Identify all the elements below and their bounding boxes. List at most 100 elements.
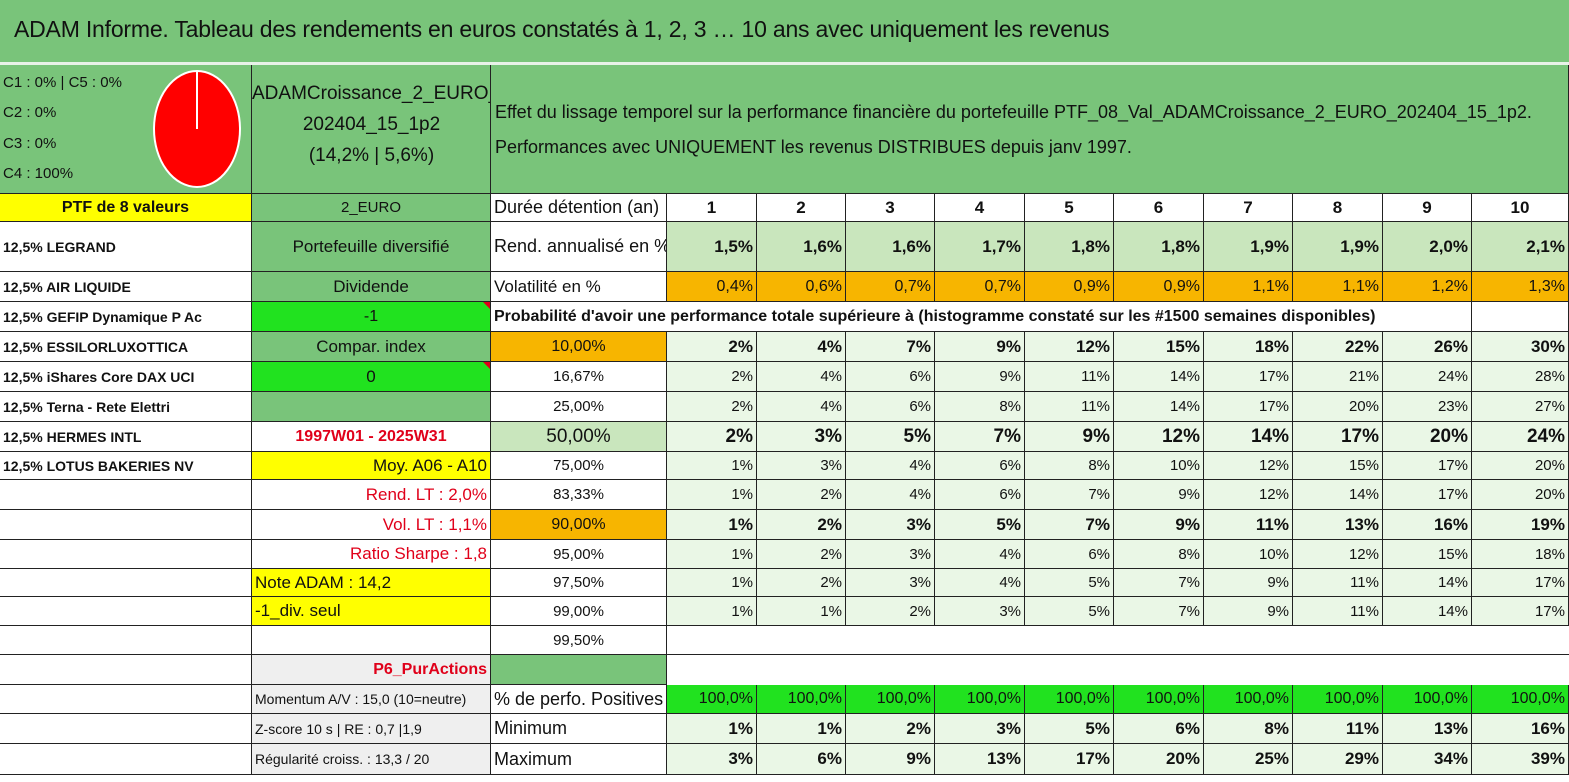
quantile-value: 12% (1204, 452, 1293, 480)
maximum-value: 17% (1025, 744, 1114, 775)
empty-cell (0, 714, 252, 744)
zero-value: 0 (252, 362, 491, 392)
quantile-value: 4% (846, 452, 935, 480)
maximum-value: 3% (667, 744, 757, 775)
holding-name: 12,5% ESSILORLUXOTTICA (0, 332, 252, 362)
moy-label: Moy. A06 - A10 (252, 452, 491, 480)
quantile-value: 4% (757, 332, 846, 362)
quantile-value: 9% (935, 362, 1025, 392)
holding-name: 12,5% iShares Core DAX UCI (0, 362, 252, 392)
rend-value: 1,5% (667, 222, 757, 272)
maximum-value: 6% (757, 744, 846, 775)
currency-label: 2_EURO (252, 194, 491, 222)
quantile-value: 20% (1293, 392, 1383, 422)
year-header: 9 (1383, 194, 1472, 222)
holding-name: 12,5% LEGRAND (0, 222, 252, 272)
minimum-value: 6% (1114, 714, 1204, 744)
portfolio-name-line1: ADAMCroissance_2_EURO_ (252, 83, 491, 104)
rend-label: Rend. annualisé en % (491, 222, 667, 272)
vol-lt-label: Vol. LT : 1,1% (252, 510, 491, 540)
description-line-1: Effet du lissage temporel sur la perform… (495, 102, 1532, 122)
quantile-value: 9% (935, 332, 1025, 362)
quantile-value: 3% (757, 452, 846, 480)
quantile-value: 5% (935, 510, 1025, 540)
year-header: 7 (1204, 194, 1293, 222)
quantile-label: 95,00% (491, 540, 667, 569)
holding-name: 12,5% GEFIP Dynamique P Ac (0, 302, 252, 332)
quantile-value: 6% (935, 452, 1025, 480)
quantile-value: 12% (1293, 540, 1383, 569)
empty-cell (0, 655, 252, 685)
positives-label: % de perfo. Positives (491, 685, 667, 714)
duration-label: Durée détention (an) (491, 194, 667, 222)
quantile-value: 9% (1204, 597, 1293, 626)
vol-value: 0,6% (757, 272, 846, 302)
holding-name: 12,5% LOTUS BAKERIES NV (0, 452, 252, 480)
maximum-value: 34% (1383, 744, 1472, 775)
rend-value: 1,6% (846, 222, 935, 272)
quantile-value: 14% (1383, 597, 1472, 626)
quantile-value: 6% (935, 480, 1025, 510)
quantile-value: 14% (1204, 422, 1293, 452)
quantile-label: 25,00% (491, 392, 667, 422)
quantile-label: 83,33% (491, 480, 667, 510)
vol-value: 1,2% (1383, 272, 1472, 302)
quantile-value: 1% (667, 597, 757, 626)
quantile-value: 5% (1025, 569, 1114, 597)
quantile-value: 28% (1472, 362, 1569, 392)
quantile-value: 8% (1025, 452, 1114, 480)
maximum-value: 25% (1204, 744, 1293, 775)
quantile-value: 12% (1114, 422, 1204, 452)
maximum-label: Maximum (491, 744, 667, 775)
empty-cell (0, 510, 252, 540)
p6-label: P6_PurActions (252, 655, 491, 685)
quantile-value: 18% (1204, 332, 1293, 362)
positives-value: 100,0% (1025, 685, 1114, 714)
quantile-label: 90,00% (491, 510, 667, 540)
vol-value: 0,4% (667, 272, 757, 302)
quantile-value: 1% (757, 597, 846, 626)
quantile-value: 11% (1025, 392, 1114, 422)
quantile-value: 20% (1383, 422, 1472, 452)
quantile-value: 7% (935, 422, 1025, 452)
comment-marker (483, 302, 490, 309)
positives-value: 100,0% (1293, 685, 1383, 714)
empty-cell (0, 597, 252, 626)
quantile-value: 6% (846, 362, 935, 392)
quantile-value: 3% (935, 597, 1025, 626)
year-header: 5 (1025, 194, 1114, 222)
rend-value: 1,7% (935, 222, 1025, 272)
quantile-value: 19% (1472, 510, 1569, 540)
quantile-value: 6% (1025, 540, 1114, 569)
quantile-value: 11% (1204, 510, 1293, 540)
comment-marker (483, 362, 490, 369)
quantile-value: 17% (1472, 597, 1569, 626)
quantile-label: 97,50% (491, 569, 667, 597)
year-header: 3 (846, 194, 935, 222)
quantile-value: 5% (1025, 597, 1114, 626)
quantile-value: 1% (667, 540, 757, 569)
zscore-label: Z-score 10 s | RE : 0,7 |1,9 (252, 714, 491, 744)
quantile-label: 75,00% (491, 452, 667, 480)
quantile-value: 12% (1204, 480, 1293, 510)
quantile-value: 7% (1025, 510, 1114, 540)
portfolio-name-line2: 202404_15_1p2 (302, 114, 441, 135)
quantile-value: 2% (667, 332, 757, 362)
minimum-value: 2% (846, 714, 935, 744)
quantile-value: 4% (757, 362, 846, 392)
vol-value: 0,7% (935, 272, 1025, 302)
minimum-value: 1% (757, 714, 846, 744)
holding-name: 12,5% Terna - Rete Elettri (0, 392, 252, 422)
rend-lt-label: Rend. LT : 2,0% (252, 480, 491, 510)
description-line-2: Performances avec UNIQUEMENT les revenus… (495, 137, 1132, 157)
maximum-value: 29% (1293, 744, 1383, 775)
vol-value: 0,7% (846, 272, 935, 302)
empty-cell (0, 569, 252, 597)
compar-index-label: Compar. index (252, 332, 491, 362)
quantile-label: 16,67% (491, 362, 667, 392)
quantile-value: 10% (1204, 540, 1293, 569)
quantile-value: 24% (1472, 422, 1569, 452)
year-header: 6 (1114, 194, 1204, 222)
quantile-value: 30% (1472, 332, 1569, 362)
quantile-value: 22% (1293, 332, 1383, 362)
